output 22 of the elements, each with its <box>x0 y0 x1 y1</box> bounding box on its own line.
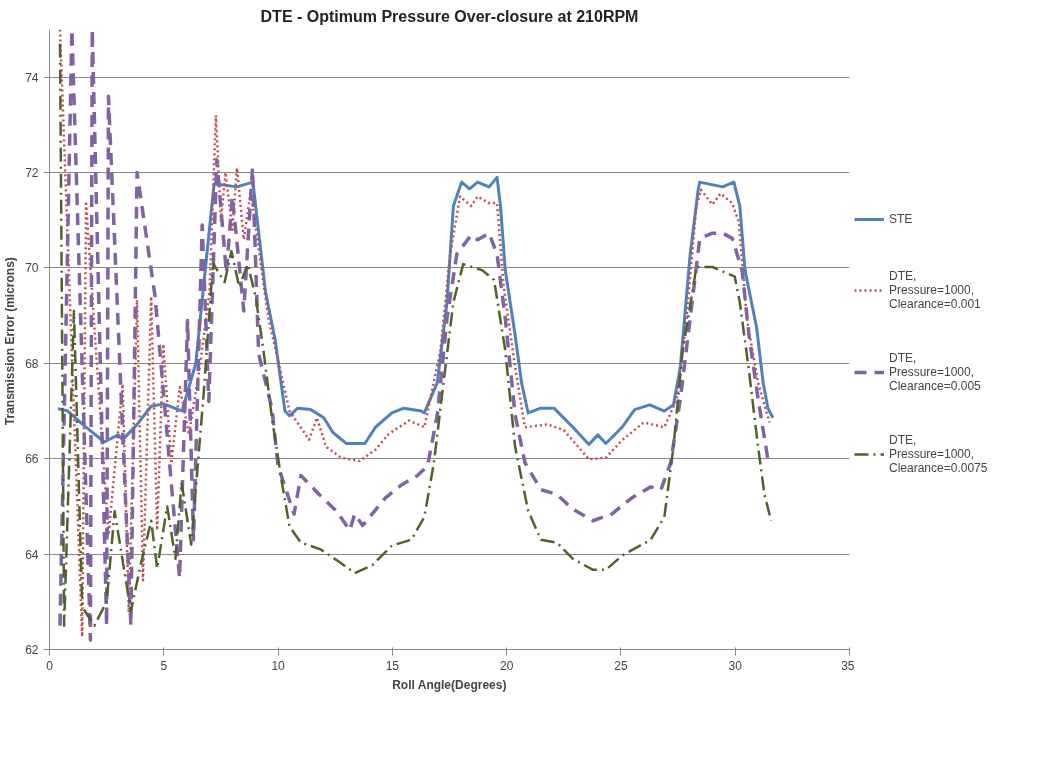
y-axis-title: Transmission Error (microns) <box>3 257 18 426</box>
y-tick-label: 70 <box>25 261 39 276</box>
x-axis-title: Roll Angle(Degrees) <box>392 677 507 692</box>
x-tick-label: 15 <box>385 658 400 673</box>
legend-label: DTE, Pressure=1000, Clearance=0.001 <box>889 269 981 311</box>
y-tick-label: 72 <box>25 166 39 181</box>
legend-label: STE <box>889 212 913 226</box>
y-tick-label: 64 <box>25 547 39 562</box>
y-tick-label: 74 <box>25 70 39 85</box>
x-tick-label: 25 <box>614 658 628 673</box>
y-tick-label: 68 <box>25 356 39 371</box>
y-tick-label: 62 <box>25 643 39 657</box>
y-tick-label: 66 <box>25 452 39 467</box>
x-tick-label: 35 <box>841 658 855 673</box>
chart-title: DTE - Optimum Pressure Over-closure at 210RPM <box>260 7 639 25</box>
x-tick-label: 5 <box>160 658 168 673</box>
x-tick-label: 30 <box>728 658 743 673</box>
x-tick-label: 0 <box>46 658 54 673</box>
legend-label: DTE, Pressure=1000, Clearance=0.0075 <box>889 433 988 475</box>
legend-label: DTE, Pressure=1000, Clearance=0.005 <box>889 351 981 393</box>
x-tick-label: 20 <box>499 658 514 673</box>
x-tick-label: 10 <box>271 658 286 673</box>
